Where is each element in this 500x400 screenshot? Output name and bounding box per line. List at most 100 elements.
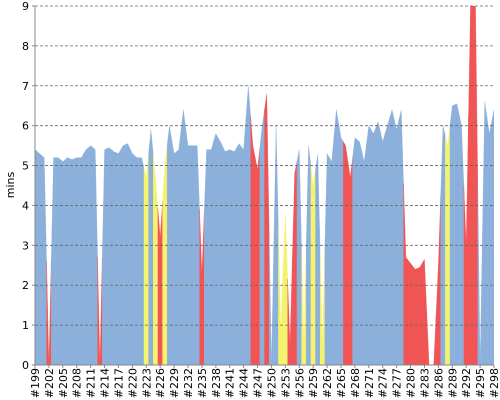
x-tick-label: #292 [460,368,473,398]
y-tick-label: 6 [22,120,29,133]
x-tick-label: #241 [224,368,237,398]
area-segment [222,146,228,365]
area-segment [208,141,214,365]
area-segment [157,201,163,365]
area-segment [282,213,288,365]
area-segment [287,259,293,365]
x-tick-label: #250 [265,368,278,398]
x-tick-label: #277 [391,368,404,398]
x-tick-label: #274 [377,368,390,398]
area-segment [449,104,455,365]
y-axis-label: mins [4,171,17,198]
area-segment [389,109,395,365]
area-segment [125,143,131,365]
area-segment [134,155,140,365]
area-segment [148,129,154,365]
area-segment [255,147,261,365]
area-segment [97,257,103,365]
area-segment [366,125,372,365]
y-tick-label: 0 [22,359,29,372]
area-segment [352,137,358,365]
x-tick-label: #265 [335,368,348,398]
area-segment [468,6,474,365]
area-segment [292,161,298,365]
x-tick-label: #289 [446,368,459,398]
area-segment [482,101,488,365]
area-segment [74,157,80,365]
area-segment [78,153,84,365]
area-segment [176,129,182,365]
area-segment [412,265,418,365]
area-segment [115,149,121,365]
area-segment [278,227,284,365]
area-segment [69,158,75,365]
area-segment [347,157,353,365]
area-segment [92,147,98,365]
area-segment [454,103,460,365]
x-tick-label: #226 [154,368,167,398]
area-segment [426,312,432,365]
area-segment [51,157,57,365]
area-segment [463,115,469,365]
y-tick-label: 4 [22,199,29,212]
area-segment [83,147,89,365]
area-segment [268,229,274,365]
y-tick-label: 9 [22,0,29,13]
area-segment [319,249,325,365]
area-segment [435,195,441,365]
area-segment [213,133,219,365]
x-tick-label: #280 [405,368,418,398]
x-tick-label: #229 [168,368,181,398]
area-segment [324,153,330,365]
y-tick-label: 1 [22,319,29,332]
y-tick-label: 5 [22,160,29,173]
x-tick-label: #211 [85,368,98,398]
y-tick-label: 2 [22,279,29,292]
area-segment [171,139,177,365]
area-segment [408,259,414,365]
area-segment [459,114,465,365]
x-tick-label: #256 [293,368,306,398]
area-segment [166,125,172,365]
area-segment [472,6,478,365]
area-segment [60,159,66,365]
area-segment [227,149,233,365]
area-segment [491,109,494,365]
x-tick-label: #286 [432,368,445,398]
area-segment [403,183,409,365]
area-segment [236,143,242,365]
area-segment [375,121,381,365]
area-group [35,6,494,365]
area-segment [357,139,363,365]
x-tick-label: #223 [140,368,153,398]
area-segment [55,157,61,365]
area-segment [111,149,117,365]
area-segment [241,117,247,365]
area-segment [199,209,205,365]
x-tick-label: #259 [307,368,320,398]
area-segment [384,117,390,365]
x-tick-label: #283 [418,368,431,398]
x-tick-label: #244 [238,368,251,398]
area-segment [120,144,126,365]
x-tick-label: #217 [112,368,125,398]
x-tick-label: #205 [57,368,70,398]
area-segment [296,149,302,365]
area-segment [486,117,492,365]
area-segment [477,181,483,365]
area-segment [64,157,70,365]
x-tick-label: #268 [349,368,362,398]
area-segment [194,145,200,365]
area-segment [421,258,427,365]
area-segment [217,137,223,365]
area-segment [204,149,210,365]
area-segment [250,115,256,365]
x-tick-label: #214 [99,368,112,398]
area-segment [106,147,112,365]
x-tick-label: #199 [29,368,42,398]
x-tick-label: #232 [182,368,195,398]
x-tick-label: #208 [71,368,84,398]
x-tick-label: #298 [488,368,500,398]
area-segment [264,93,270,365]
area-segment [245,85,251,365]
